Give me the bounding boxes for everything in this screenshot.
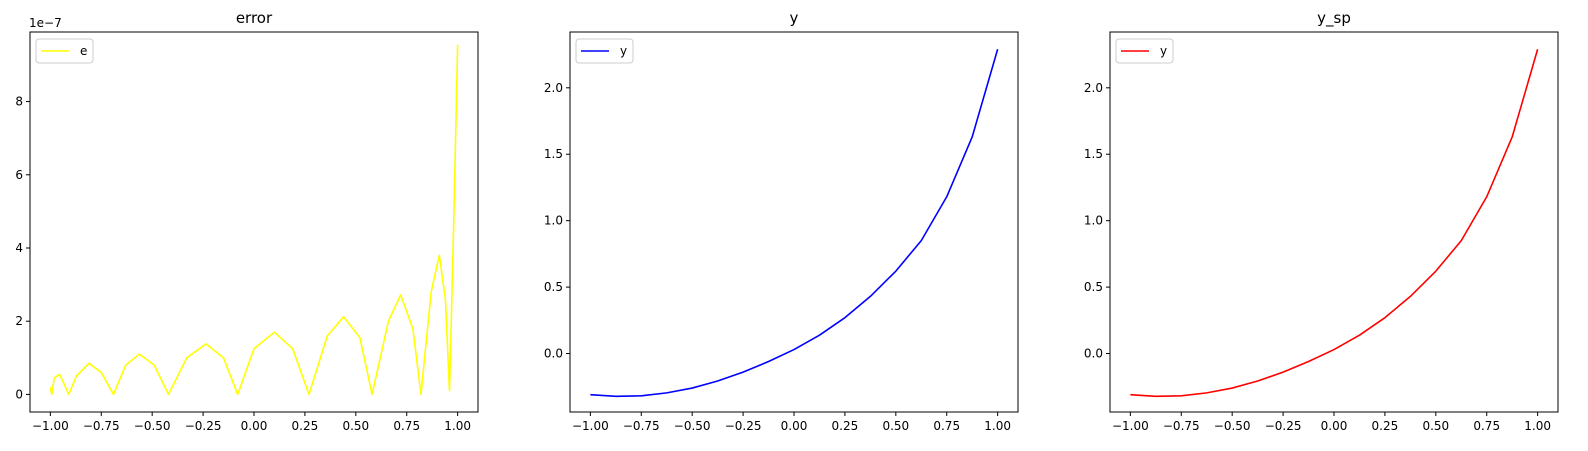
y-tick-label: 8: [15, 95, 23, 109]
y-tick-label: 1.0: [544, 214, 563, 228]
y-tick-label: 6: [15, 168, 23, 182]
x-tick-label: 1.00: [444, 419, 471, 433]
x-tick-label: 0.50: [882, 419, 909, 433]
chart-panel-y-sp: y_sp −1.00 −0.75 −0.50 −0.25 0.00 0.25 0.50 0.7…: [1084, 9, 1559, 433]
x-tick-label: −0.75: [1163, 419, 1200, 433]
x-tick-label: −0.50: [674, 419, 711, 433]
x-tick-label: 0.00: [241, 419, 268, 433]
y-tick-label: 0.0: [1084, 347, 1103, 361]
x-tick-label: 0.75: [393, 419, 420, 433]
series-line: [590, 49, 999, 398]
legend: y: [1115, 38, 1174, 64]
y-tick-label: 0.5: [544, 280, 563, 294]
x-tick-label: −0.75: [83, 419, 120, 433]
y-tick-label: 4: [15, 241, 23, 255]
series-line: [49, 44, 459, 396]
y-tick-label: 2: [15, 314, 23, 328]
x-tick-label: 1.00: [984, 419, 1011, 433]
axes-frame: [29, 31, 479, 413]
chart-panel-error: error 1e−7 −1.00 −0.75 −0.50 −0.25 0.00 0.25 0…: [15, 9, 479, 433]
legend-label: e: [80, 44, 87, 58]
x-tick-label: 0.75: [933, 419, 960, 433]
x-tick-label: −1.00: [32, 419, 69, 433]
y-tick-label: 1.0: [1084, 214, 1103, 228]
chart-title: y: [790, 9, 799, 27]
y-tick-label: 0: [15, 387, 23, 401]
x-tick-label: −1.00: [1112, 419, 1149, 433]
x-tick-label: 1.00: [1524, 419, 1551, 433]
x-tick-label: 0.25: [832, 419, 859, 433]
x-tick-label: −0.50: [134, 419, 171, 433]
y-tick-label: 0.5: [1084, 280, 1103, 294]
chart-title: error: [236, 9, 273, 27]
series-line: [1130, 49, 1539, 398]
legend: y: [575, 38, 634, 64]
axes-frame: [1109, 31, 1559, 413]
x-tick-label: 0.50: [342, 419, 369, 433]
legend: e: [35, 38, 94, 64]
y-tick-label: 1.5: [544, 147, 563, 161]
x-tick-label: −0.25: [185, 419, 222, 433]
y-tick-label: 2.0: [544, 81, 563, 95]
x-tick-label: 0.25: [1372, 419, 1399, 433]
legend-label: y: [1160, 44, 1167, 58]
x-tick-label: 0.00: [1321, 419, 1348, 433]
chart-title: y_sp: [1317, 9, 1351, 28]
x-tick-label: −0.75: [623, 419, 660, 433]
x-tick-label: −0.50: [1214, 419, 1251, 433]
y-tick-label: 1.5: [1084, 147, 1103, 161]
legend-label: y: [620, 44, 627, 58]
y-tick-label: 0.0: [544, 347, 563, 361]
axes-frame: [569, 31, 1019, 413]
x-tick-label: 0.75: [1473, 419, 1500, 433]
x-tick-label: −0.25: [725, 419, 762, 433]
x-tick-label: −1.00: [572, 419, 609, 433]
x-tick-label: −0.25: [1265, 419, 1302, 433]
y-offset-text: 1e−7: [29, 16, 62, 30]
y-tick-label: 2.0: [1084, 81, 1103, 95]
chart-panel-y: y −1.00 −0.75 −0.50 −0.25 0.00 0.25 0.50 0.75 1.…: [544, 9, 1019, 433]
x-tick-label: 0.00: [781, 419, 808, 433]
x-tick-label: 0.25: [292, 419, 319, 433]
x-tick-label: 0.50: [1422, 419, 1449, 433]
